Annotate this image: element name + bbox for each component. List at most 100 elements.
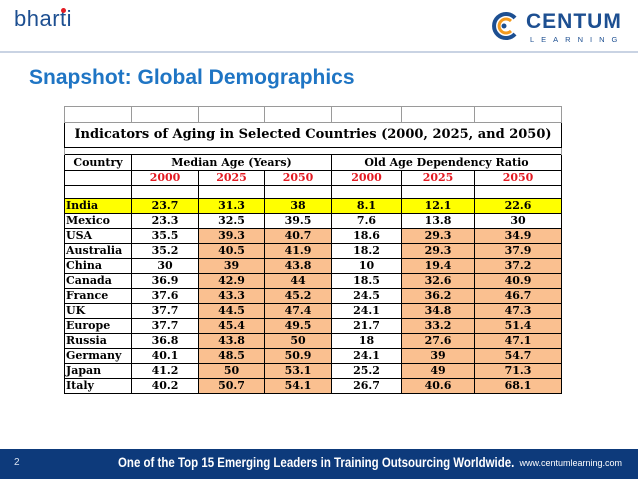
- year-header: 2000: [331, 170, 402, 186]
- value-cell: 47.3: [474, 303, 562, 319]
- centum-wordmark: CENTUM: [526, 10, 622, 33]
- value-cell: 49: [401, 363, 475, 379]
- value-cell: 43.8: [198, 333, 265, 349]
- table-body: India 23.7 31.3 38 8.1 12.1 22.6 Mexico 23.3 32.5…: [64, 198, 562, 394]
- value-cell: 50: [264, 333, 332, 349]
- value-cell: 29.3: [401, 228, 475, 244]
- value-cell: 35.5: [131, 228, 199, 244]
- value-cell: 48.5: [198, 348, 265, 364]
- value-cell: 23.7: [131, 198, 199, 214]
- bharti-logo: bharti: [14, 6, 72, 32]
- slide-footer: 2 One of the Top 15 Emerging Leaders in …: [0, 449, 638, 479]
- value-cell: 54.7: [474, 348, 562, 364]
- value-cell: 42.9: [198, 273, 265, 289]
- table-row: Europe 37.7 45.4 49.5 21.7 33.2 51.4: [64, 318, 562, 334]
- table-spacer-row: [64, 185, 562, 199]
- table-caption: Indicators of Aging in Selected Countrie…: [64, 122, 562, 148]
- aging-indicators-table: Indicators of Aging in Selected Countrie…: [64, 106, 562, 394]
- value-cell: 45.4: [198, 318, 265, 334]
- centum-logo: CENTUM LEARNING: [488, 8, 628, 48]
- year-header: 2050: [264, 170, 332, 186]
- value-cell: 50.7: [198, 378, 265, 394]
- value-cell: 40.2: [131, 378, 199, 394]
- value-cell: 7.6: [331, 213, 402, 229]
- value-cell: 40.6: [401, 378, 475, 394]
- value-cell: 71.3: [474, 363, 562, 379]
- country-cell: China: [64, 258, 132, 274]
- value-cell: 41.2: [131, 363, 199, 379]
- value-cell: 24.1: [331, 303, 402, 319]
- value-cell: 12.1: [401, 198, 475, 214]
- value-cell: 39: [401, 348, 475, 364]
- value-cell: 37.9: [474, 243, 562, 259]
- value-cell: 36.9: [131, 273, 199, 289]
- country-cell: Japan: [64, 363, 132, 379]
- year-header: 2025: [198, 170, 265, 186]
- table-row: China 30 39 43.8 10 19.4 37.2: [64, 258, 562, 274]
- table-row: Australia 35.2 40.5 41.9 18.2 29.3 37.9: [64, 243, 562, 259]
- country-cell: Mexico: [64, 213, 132, 229]
- centum-mark-icon: [492, 12, 517, 40]
- value-cell: 51.4: [474, 318, 562, 334]
- value-cell: 38: [264, 198, 332, 214]
- country-cell: Italy: [64, 378, 132, 394]
- value-cell: 36.2: [401, 288, 475, 304]
- table-year-header-row: 2000 2025 2050 2000 2025 2050: [64, 170, 562, 186]
- page-number: 2: [14, 457, 20, 468]
- value-cell: 47.4: [264, 303, 332, 319]
- table-row: Italy 40.2 50.7 54.1 26.7 40.6 68.1: [64, 378, 562, 394]
- value-cell: 47.1: [474, 333, 562, 349]
- value-cell: 19.4: [401, 258, 475, 274]
- value-cell: 49.5: [264, 318, 332, 334]
- table-gap-row: [64, 147, 562, 155]
- year-header: 2025: [401, 170, 475, 186]
- value-cell: 37.7: [131, 303, 199, 319]
- table-row: India 23.7 31.3 38 8.1 12.1 22.6: [64, 198, 562, 214]
- value-cell: 13.8: [401, 213, 475, 229]
- value-cell: 54.1: [264, 378, 332, 394]
- country-cell: UK: [64, 303, 132, 319]
- value-cell: 8.1: [331, 198, 402, 214]
- country-cell: Australia: [64, 243, 132, 259]
- value-cell: 30: [474, 213, 562, 229]
- value-cell: 27.6: [401, 333, 475, 349]
- value-cell: 24.5: [331, 288, 402, 304]
- value-cell: 37.7: [131, 318, 199, 334]
- value-cell: 22.6: [474, 198, 562, 214]
- value-cell: 30: [131, 258, 199, 274]
- value-cell: 37.6: [131, 288, 199, 304]
- value-cell: 35.2: [131, 243, 199, 259]
- value-cell: 68.1: [474, 378, 562, 394]
- table-row: USA 35.5 39.3 40.7 18.6 29.3 34.9: [64, 228, 562, 244]
- value-cell: 18: [331, 333, 402, 349]
- value-cell: 50.9: [264, 348, 332, 364]
- value-cell: 18.5: [331, 273, 402, 289]
- value-cell: 43.3: [198, 288, 265, 304]
- value-cell: 32.6: [401, 273, 475, 289]
- footer-slogan: One of the Top 15 Emerging Leaders in Tr…: [118, 454, 515, 470]
- value-cell: 39: [198, 258, 265, 274]
- table-blank-row: [64, 106, 562, 123]
- header-dependency-ratio: Old Age Dependency Ratio: [331, 154, 562, 171]
- slide-header: bharti CENTUM LEARNING: [0, 0, 638, 52]
- value-cell: 34.8: [401, 303, 475, 319]
- centum-subtitle: LEARNING: [530, 35, 625, 44]
- table-row: Japan 41.2 50 53.1 25.2 49 71.3: [64, 363, 562, 379]
- value-cell: 40.1: [131, 348, 199, 364]
- value-cell: 40.7: [264, 228, 332, 244]
- table-row: Germany 40.1 48.5 50.9 24.1 39 54.7: [64, 348, 562, 364]
- country-cell: USA: [64, 228, 132, 244]
- value-cell: 32.5: [198, 213, 265, 229]
- value-cell: 46.7: [474, 288, 562, 304]
- value-cell: 23.3: [131, 213, 199, 229]
- year-header: 2000: [131, 170, 199, 186]
- value-cell: 39.3: [198, 228, 265, 244]
- value-cell: 18.2: [331, 243, 402, 259]
- value-cell: 10: [331, 258, 402, 274]
- year-header: 2050: [474, 170, 562, 186]
- table-row: Mexico 23.3 32.5 39.5 7.6 13.8 30: [64, 213, 562, 229]
- value-cell: 33.2: [401, 318, 475, 334]
- slide-title: Snapshot: Global Demographics: [29, 66, 355, 89]
- table-row: France 37.6 43.3 45.2 24.5 36.2 46.7: [64, 288, 562, 304]
- country-cell: Russia: [64, 333, 132, 349]
